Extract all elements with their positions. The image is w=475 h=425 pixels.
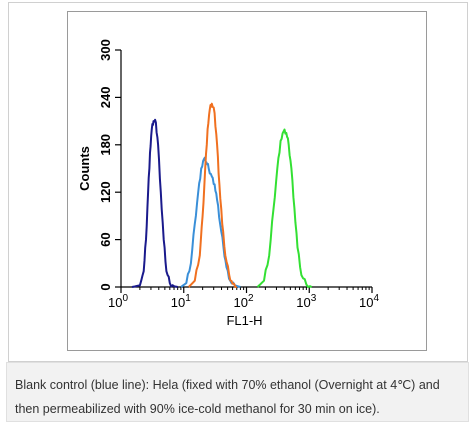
histogram-trace-4 xyxy=(256,128,313,288)
x-tick-label: 102 xyxy=(233,293,253,310)
figure-panel: 0 60 120 180 240 300 100 101 102 103 104 FL1-H Count… xyxy=(8,2,468,362)
histogram-trace-1 xyxy=(131,118,178,288)
figure-caption: Blank control (blue line): Hela (fixed w… xyxy=(6,362,469,422)
x-axis-title: FL1-H xyxy=(226,313,262,328)
x-tick-label: 100 xyxy=(108,293,128,310)
plot-frame xyxy=(67,11,427,351)
y-tick-label: 240 xyxy=(98,87,113,109)
x-tick-label: 101 xyxy=(171,293,191,310)
x-tick-label: 104 xyxy=(359,293,379,310)
y-tick-label: 180 xyxy=(98,134,113,156)
caption-line-1: Blank control (blue line): Hela (fixed w… xyxy=(15,378,440,392)
y-tick-label: 300 xyxy=(98,39,113,61)
y-axis-title: Counts xyxy=(77,146,92,191)
y-tick-label: 0 xyxy=(98,283,113,290)
x-tick-label: 103 xyxy=(296,293,316,310)
histogram-trace-2 xyxy=(180,156,241,288)
caption-line-2: then permeabilized with 90% ice-cold met… xyxy=(15,402,380,416)
y-tick-label: 60 xyxy=(98,232,113,246)
histogram-trace-3 xyxy=(187,102,237,288)
flow-cytometry-histogram: 0 60 120 180 240 300 100 101 102 103 104 FL1-H Count… xyxy=(77,39,379,328)
y-tick-label: 120 xyxy=(98,181,113,203)
